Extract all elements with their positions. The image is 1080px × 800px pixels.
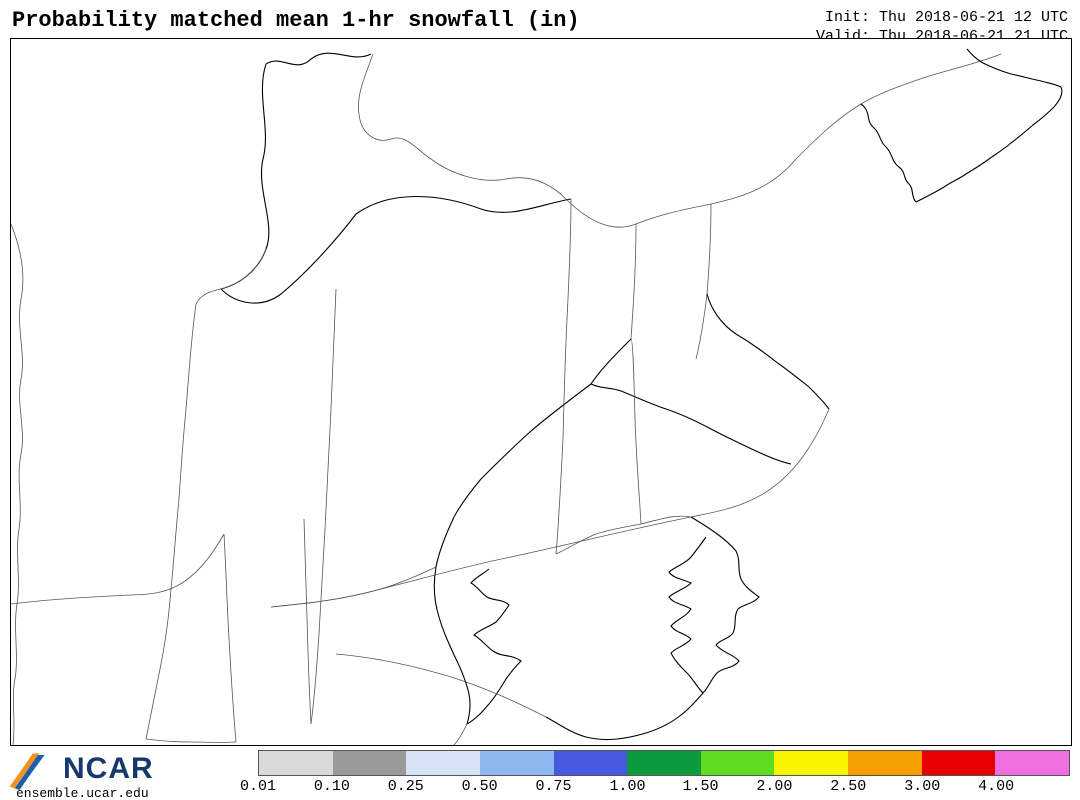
tick-1.00: 1.00 bbox=[609, 778, 645, 795]
map-panel[interactable] bbox=[10, 38, 1072, 746]
colorbar-segment-1 bbox=[333, 751, 407, 775]
tick-4.00: 4.00 bbox=[978, 778, 1014, 795]
colorbar-strip[interactable] bbox=[258, 750, 1070, 776]
init-time-label: Init: Thu 2018-06-21 12 UTC bbox=[816, 8, 1068, 27]
tick-0.50: 0.50 bbox=[462, 778, 498, 795]
footer-bar: NCAR ensemble.ucar.edu 0.01 0.10 0.25 bbox=[0, 748, 1080, 800]
colorbar-segment-7 bbox=[774, 751, 848, 775]
tick-0.10: 0.10 bbox=[314, 778, 350, 795]
tick-2.50: 2.50 bbox=[830, 778, 866, 795]
page-title: Probability matched mean 1-hr snowfall (… bbox=[12, 8, 580, 33]
tick-0.75: 0.75 bbox=[536, 778, 572, 795]
ncar-logo-text: NCAR bbox=[63, 752, 154, 786]
weather-map-window: Probability matched mean 1-hr snowfall (… bbox=[0, 0, 1080, 800]
colorbar-segment-6 bbox=[701, 751, 775, 775]
colorbar-segment-2 bbox=[406, 751, 480, 775]
ncar-logo: NCAR ensemble.ucar.edu bbox=[8, 750, 223, 798]
tick-0.01: 0.01 bbox=[240, 778, 276, 795]
tick-0.25: 0.25 bbox=[388, 778, 424, 795]
colorbar-ticks: 0.01 0.10 0.25 0.50 0.75 1.00 1.50 2.00 … bbox=[258, 776, 1070, 796]
tick-2.00: 2.00 bbox=[756, 778, 792, 795]
colorbar-segment-5 bbox=[627, 751, 701, 775]
colorbar-segment-9 bbox=[922, 751, 996, 775]
colorbar-segment-4 bbox=[554, 751, 628, 775]
colorbar-segment-3 bbox=[480, 751, 554, 775]
colorbar-legend[interactable]: 0.01 0.10 0.25 0.50 0.75 1.00 1.50 2.00 … bbox=[258, 750, 1070, 796]
tick-3.00: 3.00 bbox=[904, 778, 940, 795]
ncar-url-label: ensemble.ucar.edu bbox=[16, 786, 149, 800]
colorbar-segment-10 bbox=[995, 751, 1069, 775]
colorbar-segment-0 bbox=[259, 751, 333, 775]
colorbar-segment-8 bbox=[848, 751, 922, 775]
tick-1.50: 1.50 bbox=[683, 778, 719, 795]
